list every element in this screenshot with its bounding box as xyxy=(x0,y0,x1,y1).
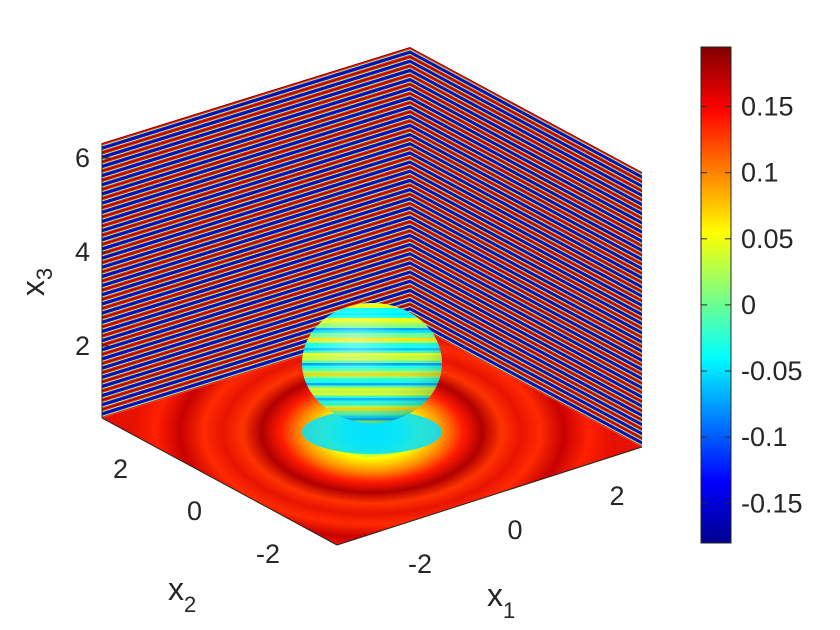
sphere-object xyxy=(302,303,442,423)
x3-axis: 6 4 2 x3 xyxy=(15,143,110,418)
colorbar-tick-label: 0 xyxy=(741,290,756,320)
colorbar-tick-label: 0.05 xyxy=(741,224,794,254)
x1-axis: -2 0 2 x1 xyxy=(336,446,643,623)
left-slice-wall xyxy=(102,47,410,418)
x3-tick-6: 6 xyxy=(75,143,110,173)
colorbar-tick-label: 0.15 xyxy=(741,92,794,122)
right-slice-wall xyxy=(410,47,642,447)
colorbar-tick-label: 0.1 xyxy=(741,158,779,188)
colorbar-tick: -0.1 xyxy=(701,422,788,452)
colorbar-tick: 0.15 xyxy=(701,92,794,122)
x2-tick-label: 0 xyxy=(187,496,202,526)
x3-tick-label: 4 xyxy=(75,237,90,267)
colorbar-tick-label: -0.15 xyxy=(741,488,803,518)
x1-axis-label: x1 xyxy=(487,577,515,623)
colorbar-tick-label: -0.05 xyxy=(741,356,803,386)
x2-axis: 2 0 -2 x2 xyxy=(101,417,338,617)
x2-tick-label: 2 xyxy=(113,454,128,484)
x3-tick-4: 4 xyxy=(75,237,110,267)
floor-slice xyxy=(102,322,642,545)
colorbar-gradient xyxy=(700,46,732,544)
x1-tick-label: 2 xyxy=(609,481,624,511)
x1-tick-label: -2 xyxy=(408,549,432,579)
x2-axis-label: x2 xyxy=(168,571,196,617)
x3-label-sub: 3 xyxy=(32,268,57,280)
colorbar-tick: 0 xyxy=(701,290,756,320)
colorbar-tick-label: -0.1 xyxy=(741,422,788,452)
colorbar-tick: -0.05 xyxy=(701,356,803,386)
colorbar-tick: 0.1 xyxy=(701,158,779,188)
colorbar-tick: -0.15 xyxy=(701,488,803,518)
x3-axis-label: x3 xyxy=(15,268,57,296)
x3-tick-label: 6 xyxy=(75,143,90,173)
x3-tick-label: 2 xyxy=(75,331,90,361)
colorbar: -0.15 -0.1 -0.05 0 0.05 0.1 0.15 xyxy=(700,46,803,544)
x1-tick-label: 0 xyxy=(507,515,522,545)
x3-tick-2: 2 xyxy=(75,331,110,361)
svg-text:x3: x3 xyxy=(15,268,57,296)
x2-tick-label: -2 xyxy=(256,539,280,569)
colorbar-tick: 0.05 xyxy=(701,224,794,254)
x3-label-main: x xyxy=(15,280,51,296)
